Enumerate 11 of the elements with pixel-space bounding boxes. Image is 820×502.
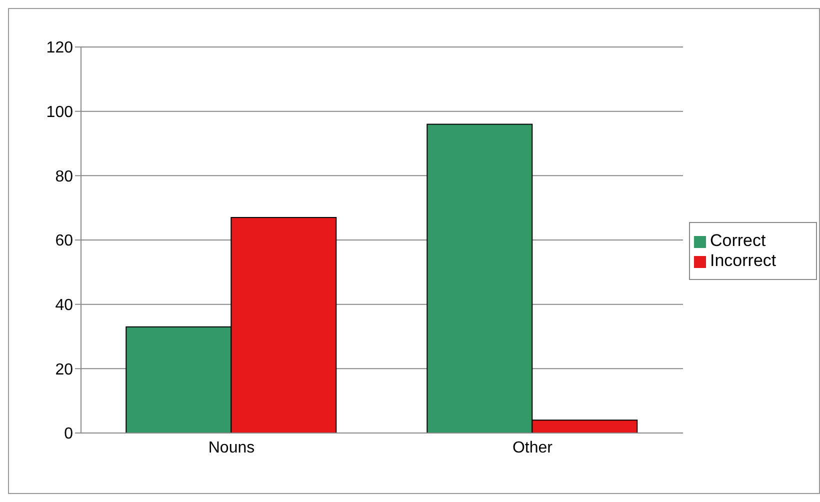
y-tick-label: 20 — [55, 361, 74, 378]
y-tick-label: 80 — [55, 168, 74, 186]
y-tick-label: 100 — [46, 104, 74, 122]
y-tick-label: 60 — [55, 232, 74, 250]
legend-label: Correct — [710, 231, 766, 250]
x-tick-label: Nouns — [208, 439, 255, 456]
legend-label: Incorrect — [710, 251, 776, 270]
x-tick-label: Other — [512, 439, 554, 456]
y-tick-label: 120 — [46, 40, 74, 57]
y-tick-label: 40 — [55, 297, 74, 314]
y-tick-label: 0 — [64, 426, 74, 443]
